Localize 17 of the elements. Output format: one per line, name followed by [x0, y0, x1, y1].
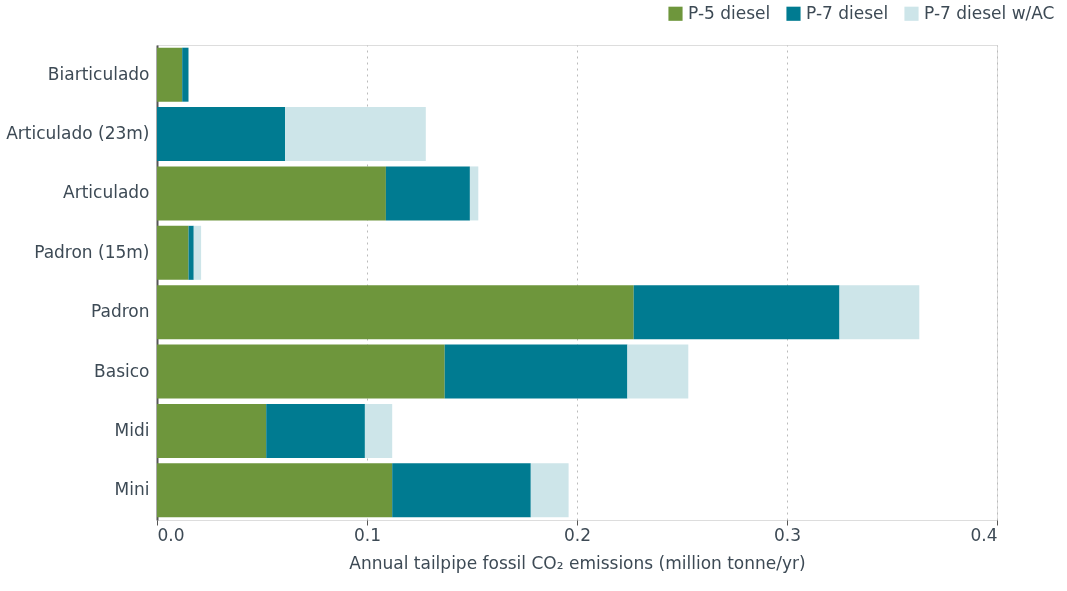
x-tick-label: 0.0	[157, 524, 185, 545]
y-tick-label: Padron	[91, 301, 150, 322]
y-tick-label: Biarticulado	[47, 63, 150, 84]
x-tick-label: 0.1	[353, 524, 382, 545]
y-tick-label: Articulado	[63, 182, 150, 203]
y-tick-label: Articulado (23m)	[6, 123, 150, 144]
y-tick-label: Mini	[114, 479, 150, 500]
x-tick-label: 0.2	[563, 524, 592, 545]
x-axis-title: Annual tailpipe fossil CO₂ emissions (million tonne/yr)	[349, 552, 806, 573]
x-tick-label: 0.4	[970, 524, 998, 545]
x-tick-label: 0.3	[773, 524, 802, 545]
y-tick-label: Midi	[114, 419, 150, 440]
legend-label: P-7 diesel w/AC	[924, 2, 1055, 23]
y-tick-label: Padron (15m)	[34, 241, 150, 262]
legend-label: P-5 diesel	[688, 2, 771, 23]
y-tick-label: Basico	[94, 360, 150, 381]
legend-label: P-7 diesel	[806, 2, 889, 23]
